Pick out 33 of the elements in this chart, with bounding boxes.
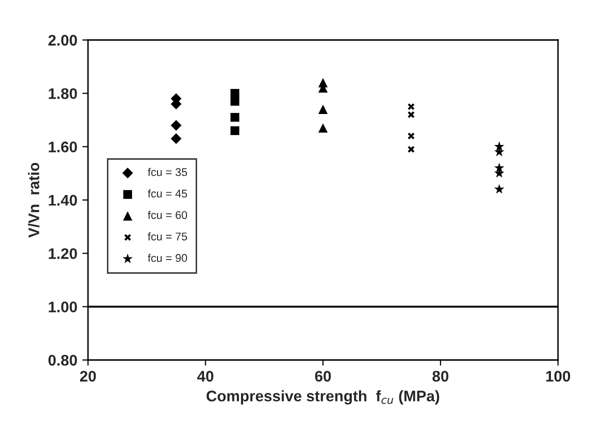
point: [407, 146, 415, 153]
y-tick-label: 1.60: [48, 142, 77, 152]
legend-label: fcu = 35: [148, 168, 188, 176]
point: [170, 133, 182, 144]
point: [407, 111, 415, 118]
legend-label: fcu = 90: [148, 254, 188, 262]
legend-label: fcu = 60: [148, 210, 188, 219]
x-tick-label: 80: [432, 370, 448, 382]
y-axis-title: V/Vn ratio: [28, 162, 40, 238]
point: [318, 104, 328, 114]
y-tick-label: 1.20: [48, 248, 77, 260]
x-tick-label: 40: [197, 370, 214, 382]
point: [318, 123, 328, 133]
y-tick-label: 1.40: [48, 194, 77, 206]
point: [230, 112, 240, 122]
point: [407, 103, 415, 110]
x-axis-title: Compressive strength f$_{cu}$ (MPa): [206, 390, 440, 405]
point: [170, 120, 182, 131]
legend-label: fcu = 45: [148, 189, 188, 198]
legend-label: fcu = 75: [148, 232, 188, 240]
point: [494, 141, 504, 152]
y-tick-label: 1.80: [48, 88, 77, 100]
x-tick-label: 20: [80, 370, 96, 382]
point: [407, 132, 415, 140]
x-tick-label: 60: [315, 370, 331, 382]
x-tick-label: 100: [546, 370, 570, 382]
point: [230, 96, 240, 106]
y-tick-label: 1.00: [48, 302, 77, 312]
y-tick-label: 0.80: [48, 354, 77, 366]
point: [230, 88, 240, 98]
y-tick-label: 2.00: [48, 34, 77, 46]
point: [494, 184, 504, 194]
point: [230, 126, 240, 136]
